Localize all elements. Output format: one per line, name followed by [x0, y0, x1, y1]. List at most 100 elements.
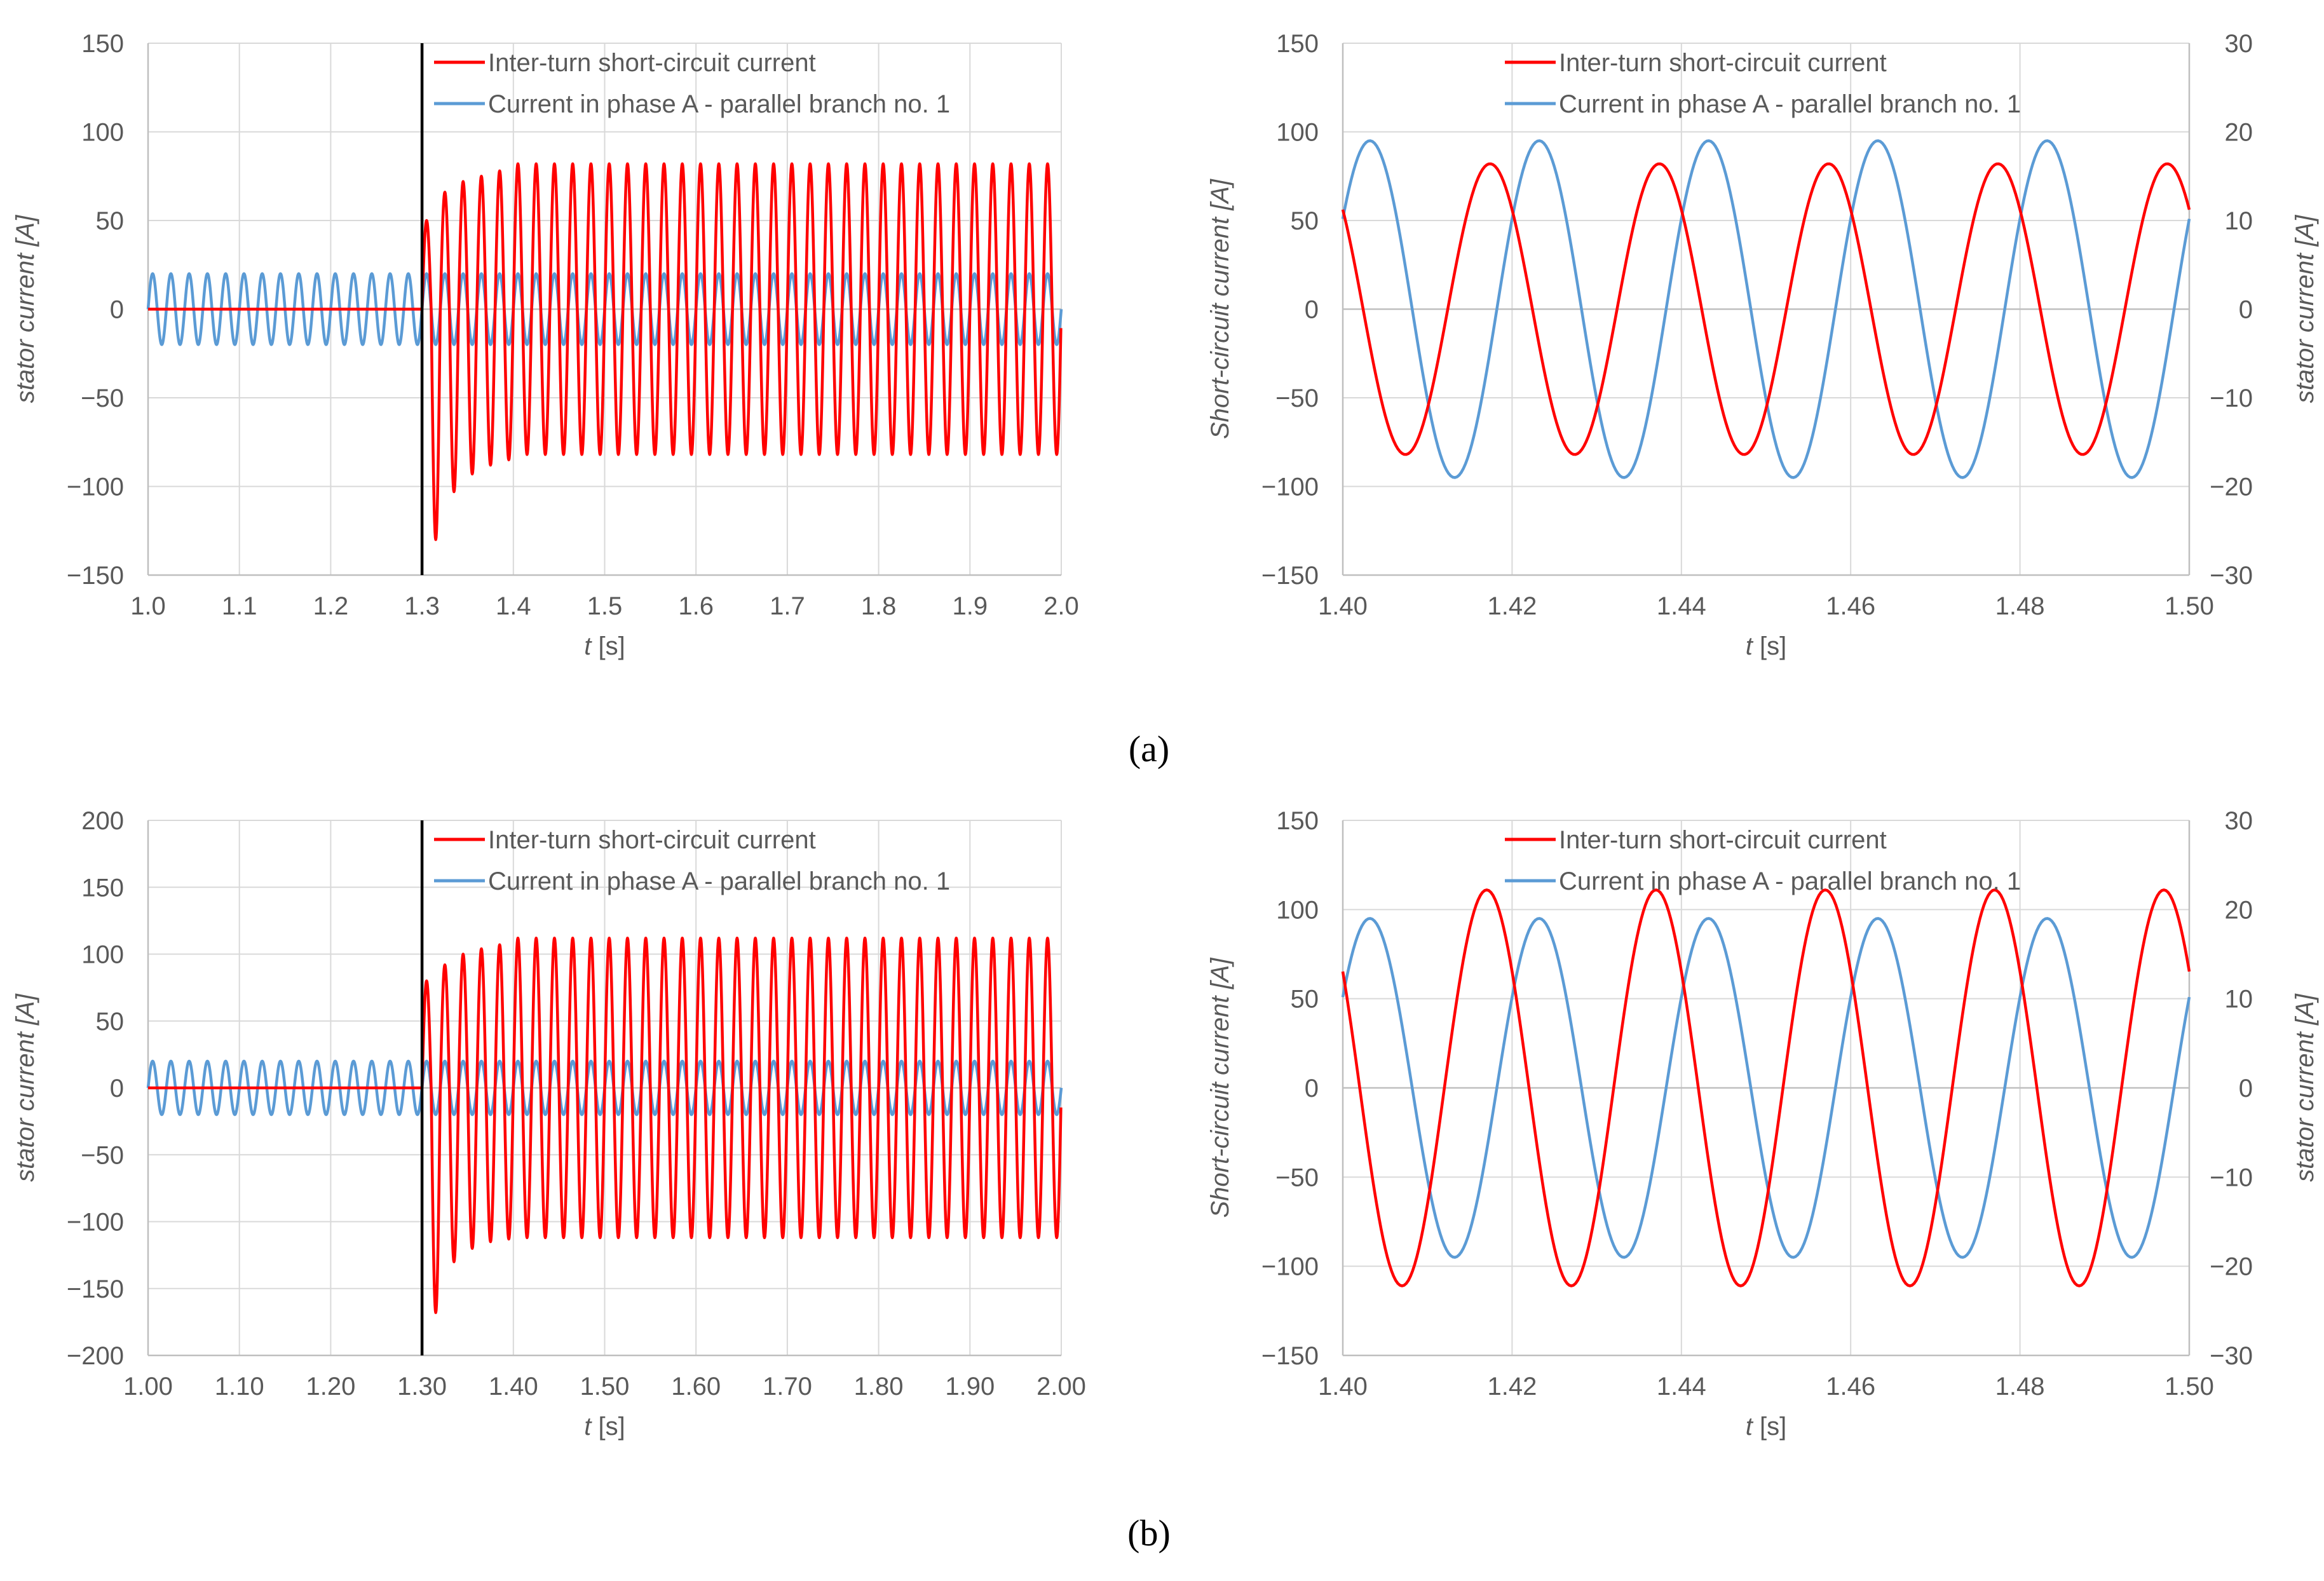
y-tick-label: 150 [81, 30, 124, 58]
x-axis-title-symbol: t [584, 1413, 592, 1441]
legend-label-short-circuit-current: Inter-turn short-circuit current [1559, 826, 1887, 854]
x-axis-title-unit: [s] [1753, 1413, 1786, 1441]
y2-tick-label: 10 [2225, 986, 2253, 1014]
y-tick-label: 50 [96, 1008, 125, 1036]
y-tick-label: 50 [1291, 986, 1319, 1014]
series-line-short-circuit-current [1341, 888, 2191, 1287]
x-tick-label: 1.0 [130, 592, 166, 620]
y-tick-label: −150 [67, 1275, 124, 1303]
x-tick-label: 1.1 [222, 592, 257, 620]
series-line-short-circuit-current [148, 162, 1063, 541]
x-tick-label: 1.00 [123, 1373, 173, 1401]
y2-tick-label: 20 [2225, 119, 2253, 147]
y-axis-title: stator current [A] [11, 993, 39, 1182]
legend-label-phase-a-current: Current in phase A - parallel branch no.… [1559, 867, 2021, 895]
y2-tick-label: 30 [2225, 30, 2253, 58]
x-tick-label: 1.42 [1487, 592, 1537, 620]
x-tick-label: 1.10 [215, 1373, 264, 1401]
x-tick-label: 1.42 [1487, 1373, 1537, 1401]
x-tick-label: 1.6 [678, 592, 714, 620]
y-tick-label: 0 [1305, 1075, 1319, 1103]
y-tick-label: −50 [1275, 384, 1319, 412]
y-axis-title: Short-circuit current [A] [1206, 958, 1234, 1218]
x-tick-label: 1.3 [404, 592, 440, 620]
legend-label-phase-a-current: Current in phase A - parallel branch no.… [488, 90, 950, 118]
y-tick-label: −100 [1261, 473, 1319, 501]
y-tick-label: 50 [1291, 207, 1319, 235]
series-line-phase-a-current [1341, 139, 2191, 479]
y-tick-label: −150 [67, 562, 124, 590]
y2-tick-label: −20 [2210, 1253, 2253, 1281]
y2-axis-title: stator current [A] [2291, 215, 2319, 404]
y2-tick-label: 0 [2239, 296, 2253, 324]
x-tick-label: 1.44 [1657, 592, 1706, 620]
x-tick-label: 1.5 [587, 592, 623, 620]
y-axis-title: stator current [A] [11, 215, 39, 404]
x-tick-label: 1.20 [306, 1373, 355, 1401]
x-tick-label: 1.2 [313, 592, 349, 620]
x-tick-label: 1.30 [397, 1373, 447, 1401]
y-tick-label: 50 [96, 207, 125, 235]
x-tick-label: 1.70 [763, 1373, 812, 1401]
y2-tick-label: 30 [2225, 807, 2253, 835]
y-tick-label: 100 [1276, 896, 1319, 924]
y-tick-label: 200 [81, 807, 124, 835]
x-tick-label: 2.0 [1043, 592, 1079, 620]
chart-a-left: 1.0 1.1 1.2 1.3 1.4 1.5 1.6 1.7 1.8 1.9 2.0 150 100 5… [11, 30, 1079, 660]
y-tick-label: 0 [110, 296, 124, 324]
x-tick-label: 1.48 [1995, 1373, 2045, 1401]
x-axis-title: t [s] [1746, 1413, 1786, 1441]
y-tick-label: 150 [81, 874, 124, 902]
chart-b-right: 1.40 1.42 1.44 1.46 1.48 1.50150100500−50−100… [1206, 807, 2319, 1441]
series-line-phase-a-current [1341, 917, 2191, 1259]
y2-tick-label: −10 [2210, 1164, 2253, 1191]
x-tick-label: 1.46 [1826, 592, 1875, 620]
legend-label-short-circuit-current: Inter-turn short-circuit current [488, 49, 816, 77]
y-tick-label: −100 [67, 473, 124, 501]
y-tick-label: 100 [1276, 119, 1319, 147]
x-axis-title: t [s] [584, 1413, 625, 1441]
y2-tick-label: −20 [2210, 473, 2253, 501]
legend-label-phase-a-current: Current in phase A - parallel branch no.… [1559, 90, 2021, 118]
y2-tick-label: −10 [2210, 384, 2253, 412]
y-tick-label: −100 [1261, 1253, 1319, 1281]
x-tick-label: 1.7 [770, 592, 805, 620]
y-tick-label: −100 [67, 1209, 124, 1237]
y2-tick-label: 10 [2225, 207, 2253, 235]
y-tick-label: 0 [1305, 296, 1319, 324]
x-tick-label: 1.40 [489, 1373, 538, 1401]
x-axis-title-unit: [s] [1753, 632, 1786, 660]
y-tick-label: 0 [110, 1075, 124, 1103]
series-line-short-circuit-current [148, 936, 1063, 1314]
x-tick-label: 1.44 [1657, 1373, 1706, 1401]
x-tick-label: 1.90 [945, 1373, 995, 1401]
series-line-short-circuit-current [1341, 162, 2191, 456]
x-axis-title-symbol: t [584, 632, 592, 660]
x-tick-label: 2.00 [1036, 1373, 1086, 1401]
y2-tick-label: −30 [2210, 562, 2253, 590]
y2-tick-label: 0 [2239, 1075, 2253, 1103]
x-tick-label: 1.9 [952, 592, 988, 620]
x-tick-label: 1.46 [1826, 1373, 1875, 1401]
x-tick-label: 1.40 [1318, 592, 1368, 620]
y2-tick-label: −30 [2210, 1342, 2253, 1370]
x-tick-label: 1.80 [854, 1373, 904, 1401]
x-tick-label: 1.4 [496, 592, 531, 620]
x-axis-title: t [s] [1746, 632, 1786, 660]
x-tick-label: 1.8 [861, 592, 897, 620]
panel-label-a: (a) [1129, 728, 1169, 770]
x-tick-label: 1.50 [2164, 592, 2214, 620]
y-tick-label: 150 [1276, 30, 1319, 58]
y-tick-label: −50 [1275, 1164, 1319, 1191]
chart-b-left: 1.00 1.10 1.20 1.30 1.40 1.50 1.60 1.70 1.80 1.90… [11, 807, 1086, 1441]
y-tick-label: −150 [1261, 1342, 1319, 1370]
x-tick-label: 1.60 [671, 1373, 721, 1401]
y-tick-label: −150 [1261, 562, 1319, 590]
x-axis-title-unit: [s] [591, 1413, 625, 1441]
x-axis-title-unit: [s] [591, 632, 625, 660]
chart-a-right: 1.40 1.42 1.44 1.46 1.48 1.50150100500−50−100… [1206, 30, 2319, 660]
x-axis-title-symbol: t [1746, 1413, 1754, 1441]
y-tick-label: −50 [81, 384, 124, 412]
